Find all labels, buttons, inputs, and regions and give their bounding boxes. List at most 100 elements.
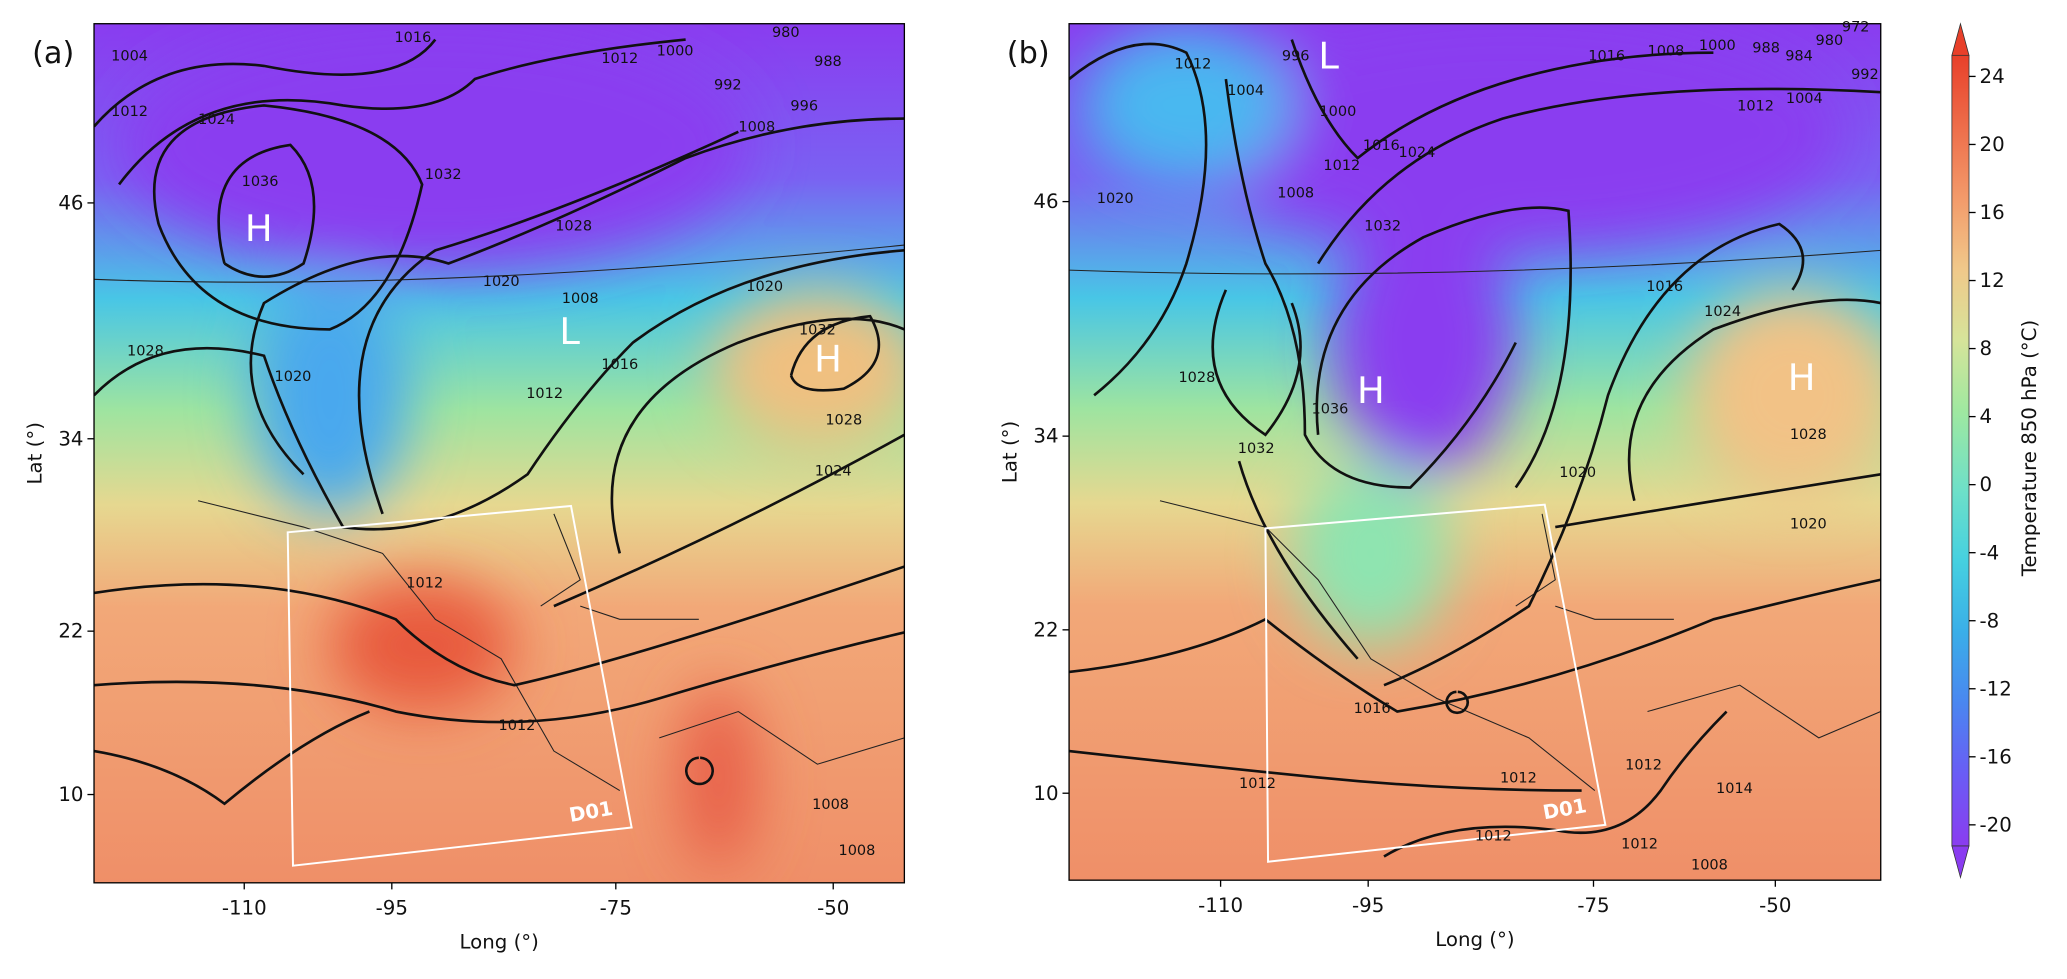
isobar-label: 1008 [812, 797, 849, 813]
long-tick-label: -110 [222, 896, 267, 919]
pressure-system: L [559, 310, 580, 353]
isobar-label: 1020 [746, 279, 783, 295]
isobar-label: 1012 [111, 104, 148, 120]
isobar-label: 1028 [555, 219, 592, 235]
isobar-label: 1032 [1364, 219, 1401, 235]
colorbar-tick-label: 16 [1980, 201, 2005, 224]
lat-tick-label: 34 [58, 427, 83, 450]
long-tick-label: -50 [817, 896, 849, 919]
isobar-label: 1020 [1790, 516, 1827, 532]
lat-tick-label: 10 [1033, 782, 1058, 805]
colorbar-tick-label: 24 [1980, 65, 2005, 88]
colorbar-tick-label: -8 [1980, 609, 2000, 632]
x-axis-label: Long (°) [460, 931, 539, 954]
panel-a-map [94, 23, 905, 883]
long-tick-label: -75 [1577, 894, 1609, 917]
isobar-label: 1012 [1323, 158, 1360, 174]
colorbar-tick-label: -12 [1980, 677, 2012, 700]
isobar-label: 980 [1816, 33, 1844, 49]
isobar-label: 980 [772, 25, 800, 41]
isobar-label: 1020 [275, 369, 312, 385]
isobar-label: 1032 [425, 167, 462, 183]
isobar-label: 1008 [1277, 186, 1314, 202]
isobar-label: 1004 [1786, 91, 1823, 107]
pressure-system: H [245, 207, 273, 250]
isobar-label: 988 [1752, 41, 1780, 57]
colorbar-tick-label: -20 [1980, 813, 2012, 836]
isobar-label: 1036 [242, 174, 279, 190]
isobar-label: 1016 [1354, 701, 1391, 717]
panel-a-frame [93, 23, 906, 884]
isobar-label: 1016 [1363, 138, 1400, 154]
isobar-label: 1036 [1312, 402, 1349, 418]
isobar-label: 1012 [499, 718, 536, 734]
panel-label: (a) [32, 36, 74, 71]
long-tick-label: -95 [1352, 894, 1384, 917]
long-tick-label: -110 [1198, 894, 1243, 917]
isobar-label: 996 [790, 99, 818, 115]
colorbar-tick-label: 20 [1980, 133, 2005, 156]
isobar-label: 1000 [1319, 104, 1356, 120]
isobar-label: 984 [1785, 49, 1813, 65]
panel-b-map [1069, 23, 1881, 881]
isobar-label: 1004 [111, 49, 148, 65]
isobar-label: 1012 [406, 576, 443, 592]
isobar-label: 1014 [1716, 781, 1753, 797]
isobar-label: 988 [814, 54, 842, 70]
isobar-label: 1004 [1227, 83, 1264, 99]
isobar-label: 1028 [1790, 427, 1827, 443]
colorbar-tick-label: 12 [1980, 269, 2005, 292]
long-tick-label: -50 [1759, 894, 1791, 917]
colorbar [1951, 54, 1970, 847]
isobar-label: 1000 [1699, 38, 1736, 54]
panel-label: (b) [1007, 36, 1050, 71]
pressure-system: L [1318, 35, 1339, 78]
y-axis-label: Lat (°) [23, 422, 46, 484]
pressure-system: H [814, 338, 842, 381]
isobar-label: 972 [1842, 20, 1870, 36]
isobar-label: 1008 [562, 291, 599, 307]
isobar-label: 1012 [1174, 57, 1211, 73]
isobar-label: 1028 [127, 344, 164, 360]
colorbar-max-arrow [1951, 22, 1970, 56]
pressure-system: H [1357, 369, 1385, 412]
colorbar-tick-label: 0 [1980, 473, 1993, 496]
isobar-label: 1028 [825, 412, 862, 428]
isobar-label: 1032 [799, 323, 836, 339]
isobar-label: 1024 [815, 464, 852, 480]
isobar-label: 1008 [738, 120, 775, 136]
isobar-label: 1016 [1588, 49, 1625, 65]
isobar-label: 1028 [1178, 370, 1215, 386]
lat-tick-label: 22 [1033, 618, 1058, 641]
lat-tick-label: 34 [1033, 425, 1058, 448]
y-axis-label: Lat (°) [998, 421, 1021, 483]
colorbar-tick-label: -16 [1980, 745, 2012, 768]
isobar-label: 1024 [1398, 145, 1435, 161]
isobar-label: 1012 [1621, 837, 1658, 853]
isobar-label: 992 [1851, 67, 1879, 83]
isobar-label: 1008 [838, 843, 875, 859]
isobar-label: 1024 [198, 112, 235, 128]
isobar-label: 1012 [1475, 829, 1512, 845]
isobar-label: 1008 [1691, 858, 1728, 874]
isobar-label: 1020 [1559, 465, 1596, 481]
isobar-label: 1012 [1737, 99, 1774, 115]
lat-tick-label: 46 [58, 192, 83, 215]
isobar-label: 1012 [1239, 776, 1276, 792]
isobar-label: 1016 [1646, 279, 1683, 295]
colorbar-min-arrow [1951, 845, 1970, 880]
isobar-label: 1000 [657, 43, 694, 59]
lat-tick-label: 22 [58, 620, 83, 643]
isobar-label: 992 [714, 78, 742, 94]
isobar-label: 1020 [483, 274, 520, 290]
isobar-label: 1012 [1625, 757, 1662, 773]
colorbar-tick-label: 8 [1980, 337, 1993, 360]
x-axis-label: Long (°) [1435, 928, 1514, 951]
isobar-label: 1012 [601, 51, 638, 67]
panel-b-frame [1068, 23, 1882, 881]
isobar-label: 1012 [1500, 771, 1537, 787]
long-tick-label: -95 [376, 896, 408, 919]
isobar-label: 1020 [1097, 191, 1134, 207]
long-tick-label: -75 [600, 896, 632, 919]
